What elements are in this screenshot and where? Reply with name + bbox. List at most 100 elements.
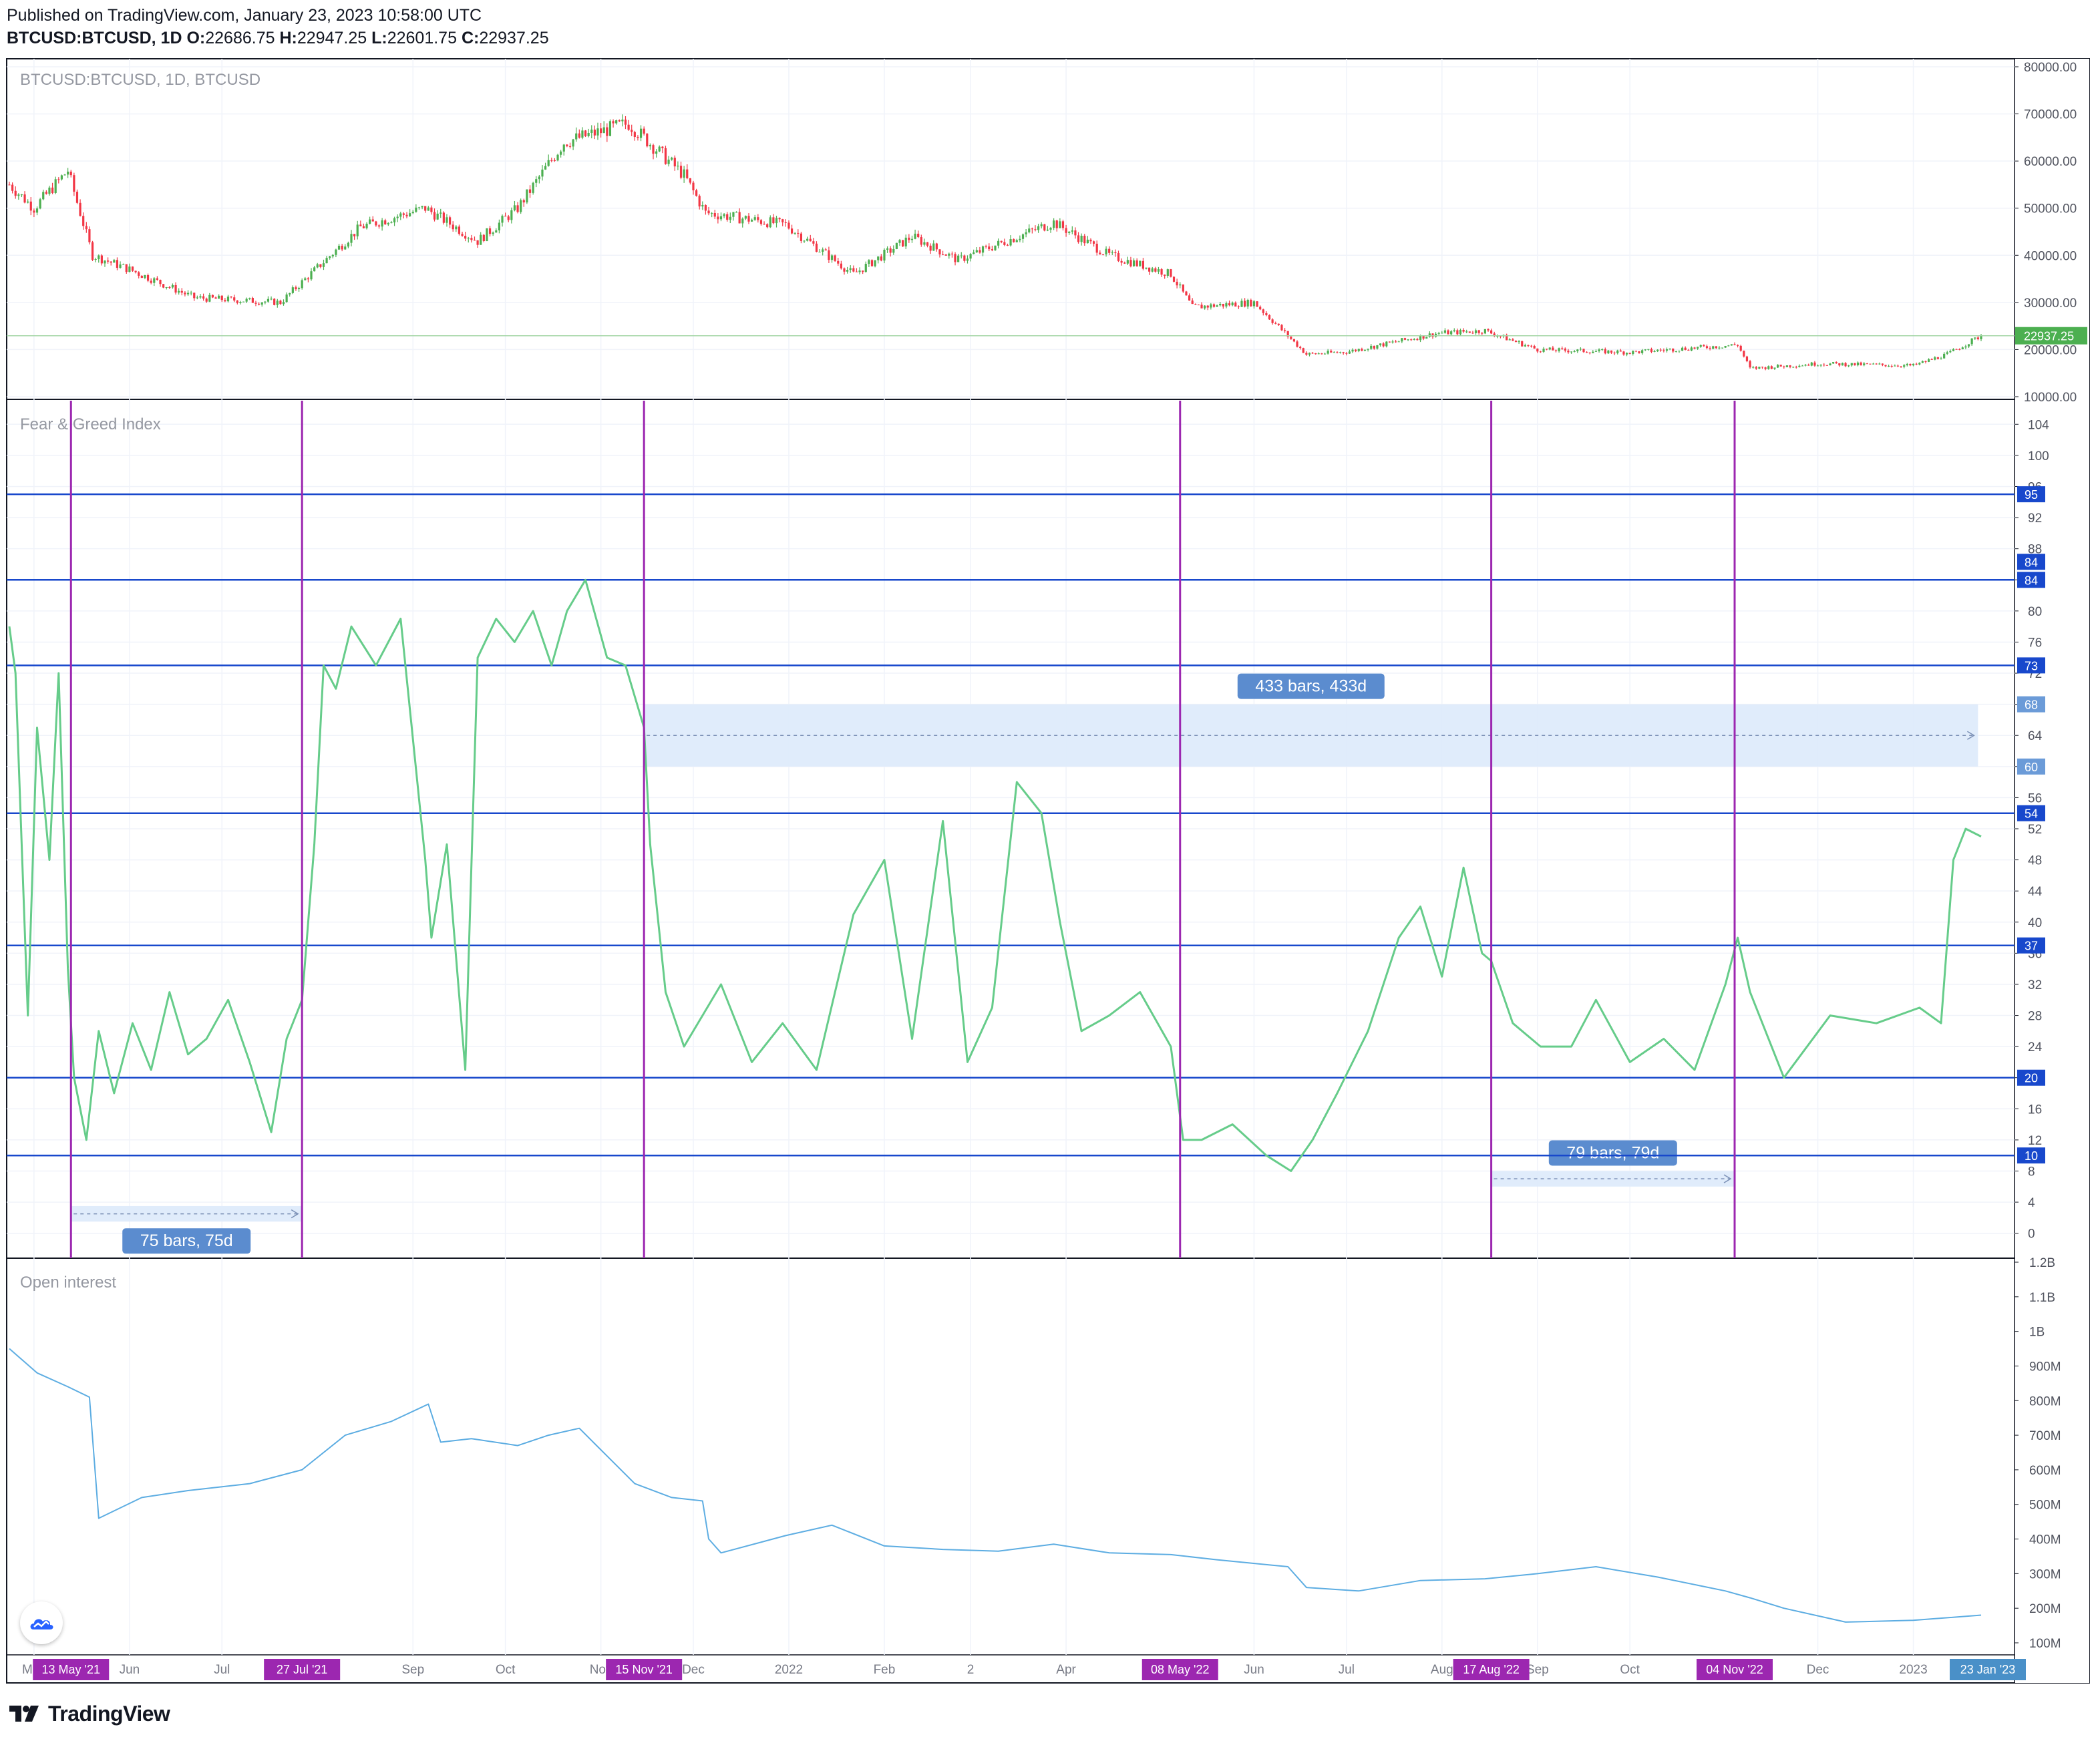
x-tick-label: Dec xyxy=(1807,1663,1829,1677)
candle-body xyxy=(1135,260,1138,266)
candle-body xyxy=(538,176,540,180)
candle-body xyxy=(1499,336,1502,337)
candle-body xyxy=(1228,303,1231,306)
candle-body xyxy=(849,268,852,270)
candle-body xyxy=(615,120,618,124)
candle-body xyxy=(870,260,874,266)
fear-greed-tick-label: 28 xyxy=(2028,1010,2042,1024)
candle-body xyxy=(260,302,263,305)
candle-body xyxy=(1345,353,1348,354)
candle-body xyxy=(1111,252,1113,253)
fear-greed-tick-label: 48 xyxy=(2028,854,2042,868)
candle-body xyxy=(476,240,479,245)
x-tick-label: Sep xyxy=(401,1663,424,1677)
candle-body xyxy=(797,232,800,234)
candle-body xyxy=(1638,351,1640,353)
candle-body xyxy=(596,128,599,136)
ohlc-line: BTCUSD:BTCUSD, 1D O:22686.75 H:22947.25 … xyxy=(7,27,549,49)
candle-body xyxy=(100,255,103,264)
candle-body xyxy=(664,148,667,164)
candle-body xyxy=(291,287,294,293)
candle-body xyxy=(877,256,880,260)
candle-body xyxy=(1672,349,1675,352)
candle-body xyxy=(384,220,387,225)
candle-body xyxy=(1601,349,1604,351)
candle-body xyxy=(1015,240,1018,242)
candle-body xyxy=(1145,267,1148,269)
level-badge-label: 95 xyxy=(2025,488,2038,502)
candles xyxy=(8,114,1982,371)
candle-body xyxy=(448,217,452,225)
candle-body xyxy=(1330,351,1333,353)
fear-greed-tick-label: 52 xyxy=(2028,823,2042,837)
x-tick-label: Jul xyxy=(1339,1663,1355,1677)
candle-body xyxy=(711,212,713,214)
date-range-label: 433 bars, 433d xyxy=(1255,677,1367,696)
candle-body xyxy=(1468,331,1471,333)
candle-body xyxy=(178,291,180,293)
candle-body xyxy=(1302,348,1304,353)
candle-body xyxy=(719,216,723,220)
candle-body xyxy=(1388,341,1391,343)
close-label: C: xyxy=(461,29,480,47)
candle-body xyxy=(82,216,85,226)
candle-body xyxy=(874,260,876,266)
cloud-icon xyxy=(30,1619,53,1629)
candle-body xyxy=(837,260,840,264)
tradingview-cloud-logo[interactable] xyxy=(20,1601,63,1644)
candle-body xyxy=(1370,345,1373,349)
price-pane-title: BTCUSD:BTCUSD, 1D, BTCUSD xyxy=(20,71,260,89)
candle-body xyxy=(1240,301,1243,307)
current-date-label: 23 Jan '23 xyxy=(1960,1663,2016,1676)
candle-body xyxy=(704,205,707,211)
candle-body xyxy=(1095,243,1098,253)
candle-body xyxy=(1863,363,1866,365)
candle-body xyxy=(941,254,944,255)
candle-body xyxy=(1114,252,1117,254)
level-badge xyxy=(2017,937,2045,954)
time-scale[interactable]: MayJunJulSepOctNovDec2022Feb2AprJunJulAu… xyxy=(22,1659,2026,1680)
candle-body xyxy=(1182,284,1184,292)
candle-body xyxy=(1391,341,1394,343)
candle-body xyxy=(1564,348,1566,351)
candle-body xyxy=(1727,345,1730,347)
candle-body xyxy=(864,264,867,272)
candle-body xyxy=(1099,252,1101,254)
candle-body xyxy=(886,248,889,250)
candle-body xyxy=(803,240,806,242)
candle-body xyxy=(738,212,741,224)
candle-body xyxy=(652,145,655,154)
open-interest-pane[interactable] xyxy=(9,1348,1982,1623)
candle-body xyxy=(69,172,72,176)
candle-body xyxy=(1210,304,1212,308)
price-pane[interactable] xyxy=(7,114,2015,371)
candle-body xyxy=(781,219,784,222)
candle-body xyxy=(1632,351,1634,354)
candle-body xyxy=(239,302,242,303)
candle-body xyxy=(29,201,32,211)
candle-body xyxy=(516,205,519,212)
open-interest-tick-label: 700M xyxy=(2029,1429,2061,1443)
candle-body xyxy=(575,133,578,140)
candle-body xyxy=(1040,224,1043,226)
candle-body xyxy=(1422,335,1425,339)
candle-body xyxy=(381,220,383,227)
candle-body xyxy=(800,233,803,241)
price-scales[interactable]: 80000.00 70000.00 60000.00 50000.00 40000.00… xyxy=(2015,59,2089,1683)
candle-body xyxy=(1921,361,1924,363)
candle-body xyxy=(1715,346,1717,349)
candle-body xyxy=(424,206,427,211)
candle-body xyxy=(214,297,217,299)
range-badge xyxy=(2017,696,2045,713)
candle-body xyxy=(1745,356,1749,361)
fear-greed-pane[interactable] xyxy=(8,578,1982,1172)
candle-body xyxy=(1487,329,1490,331)
candle-body xyxy=(966,258,969,261)
candle-body xyxy=(264,301,267,303)
candle-body xyxy=(1013,239,1015,242)
candle-body xyxy=(75,192,79,203)
tradingview-logo[interactable]: TradingView xyxy=(8,1702,170,1726)
candle-body xyxy=(1437,333,1440,334)
candle-body xyxy=(568,146,572,147)
